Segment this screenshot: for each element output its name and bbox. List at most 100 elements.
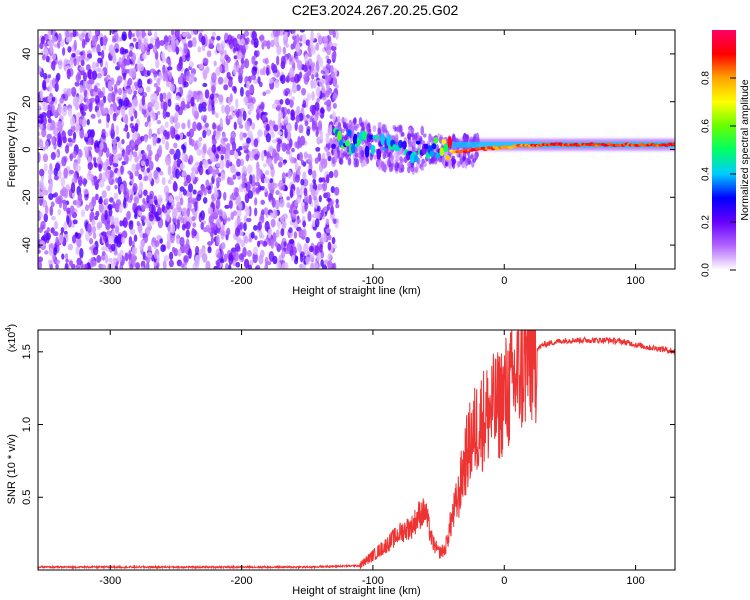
noise-blob: [180, 100, 186, 111]
noise-blob: [59, 97, 65, 104]
y-axis-label: Frequency (Hz): [6, 112, 18, 188]
noise-blob: [237, 238, 241, 244]
noise-blob: [54, 82, 59, 92]
noise-blob: [58, 234, 64, 244]
noise-blob: [77, 154, 81, 165]
noise-blob: [78, 94, 84, 104]
noise-blob: [239, 131, 244, 141]
noise-blob: [272, 209, 278, 219]
noise-blob: [111, 122, 115, 134]
noise-blob: [289, 98, 294, 108]
noise-blob: [325, 135, 330, 144]
noise-blob: [55, 74, 59, 84]
signal-core: [447, 136, 453, 149]
noise-blob: [96, 109, 101, 118]
noise-blob: [312, 196, 318, 201]
signal-halo: [410, 127, 415, 134]
noise-blob: [155, 59, 160, 69]
noise-blob: [238, 145, 243, 151]
noise-blob: [290, 109, 295, 118]
signal-halo: [360, 149, 365, 158]
noise-blob: [206, 130, 211, 137]
signal-halo: [377, 127, 382, 135]
noise-blob: [187, 248, 192, 259]
noise-blob: [39, 89, 44, 99]
noise-blob: [79, 51, 84, 56]
noise-blob: [294, 160, 299, 172]
noise-blob: [205, 260, 211, 269]
noise-blob: [188, 154, 194, 165]
noise-blob: [293, 221, 299, 229]
colorbar-tick-label: 0.0: [701, 263, 712, 277]
noise-blob: [51, 35, 57, 43]
noise-blob: [73, 39, 77, 51]
noise-blob: [165, 57, 170, 64]
noise-blob: [246, 80, 251, 90]
noise-blob: [114, 184, 118, 190]
noise-blob: [312, 178, 317, 185]
noise-blob: [91, 196, 97, 207]
noise-blob: [42, 72, 48, 80]
noise-blob: [148, 149, 153, 157]
noise-blob: [113, 251, 118, 256]
noise-blob: [99, 99, 105, 107]
noise-blob: [95, 193, 99, 201]
noise-blob: [256, 112, 260, 121]
noise-blob: [55, 236, 59, 246]
noise-blob: [43, 213, 49, 223]
noise-blob: [47, 117, 52, 124]
noise-blob: [173, 160, 178, 168]
noise-blob: [38, 152, 41, 163]
noise-blob: [316, 231, 322, 239]
noise-blob: [123, 97, 130, 107]
noise-blob: [131, 84, 135, 92]
noise-blob: [115, 199, 122, 207]
noise-blob: [69, 153, 73, 162]
noise-blob: [61, 105, 68, 117]
noise-blob: [297, 136, 301, 145]
signal-halo: [401, 132, 405, 137]
noise-blob: [234, 243, 241, 252]
noise-blob: [107, 203, 113, 210]
y-tick-label: 0.5: [21, 490, 33, 505]
noise-blob: [91, 219, 96, 226]
noise-blob: [273, 124, 279, 132]
noise-blob: [233, 55, 238, 60]
noise-blob: [321, 92, 326, 98]
noise-blob: [332, 92, 338, 100]
noise-blob: [244, 120, 251, 131]
signal-halo: [372, 125, 377, 133]
noise-blob: [86, 118, 90, 126]
noise-blob: [87, 137, 92, 146]
noise-blob: [205, 224, 210, 233]
noise-blob: [51, 215, 56, 221]
y-tick-label: 1.5: [21, 344, 33, 359]
noise-blob: [325, 90, 330, 98]
noise-blob: [301, 33, 307, 44]
signal-halo: [398, 124, 403, 133]
noise-blob: [226, 142, 231, 152]
noise-blob: [140, 135, 145, 142]
noise-blob: [112, 112, 117, 122]
noise-blob: [51, 96, 56, 102]
noise-blob: [225, 263, 229, 269]
noise-blob: [104, 253, 109, 264]
noise-blob: [241, 172, 246, 183]
noise-blob: [331, 236, 336, 245]
noise-blob: [256, 50, 260, 57]
noise-blob: [182, 189, 187, 196]
noise-blob: [153, 169, 159, 180]
noise-blob: [229, 93, 233, 103]
noise-blob: [72, 151, 77, 159]
noise-blob: [195, 233, 200, 242]
noise-blob: [98, 202, 104, 213]
noise-blob: [146, 78, 151, 85]
noise-blob: [281, 124, 287, 130]
noise-blob: [147, 245, 152, 252]
noise-blob: [315, 130, 319, 138]
noise-blob: [39, 212, 43, 218]
noise-blob: [157, 194, 163, 206]
noise-blob: [167, 35, 172, 43]
noise-blob: [44, 49, 49, 55]
noise-blob: [318, 195, 322, 203]
